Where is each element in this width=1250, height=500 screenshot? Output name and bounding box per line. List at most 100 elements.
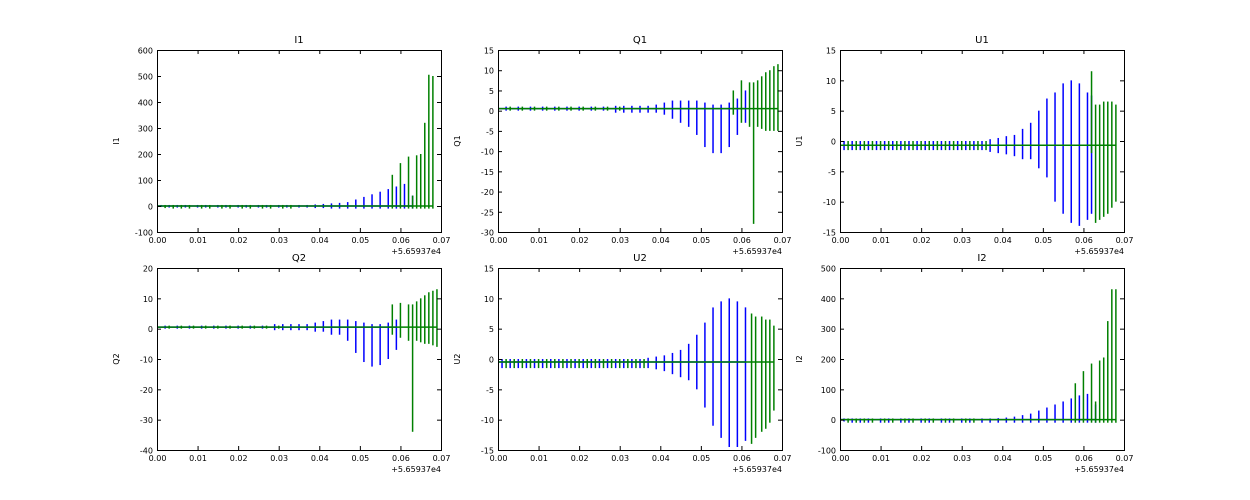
x-tick-label: 0.05 <box>351 454 369 463</box>
y-tick-label: 10 <box>826 77 836 86</box>
y-axis-label: I1 <box>112 137 121 144</box>
plot-area <box>498 64 779 224</box>
y-tick-label: -10 <box>823 198 836 207</box>
x-tick-label: 0.06 <box>1075 236 1093 245</box>
subplot-u2: 0.00 0.01 0.02 0.03 0.04 0.05 0.06 0.07 -15 -10 -5… <box>453 253 791 474</box>
y-tick-label: -30 <box>481 229 494 238</box>
subplot-i1: 0.00 0.01 0.02 0.03 0.04 0.05 0.06 0.07 -100 0 100… <box>112 35 450 256</box>
x-tick-label: 0.01 <box>530 236 548 245</box>
plot-area <box>157 289 438 432</box>
x-offset-label: +5.65937e4 <box>1074 465 1124 474</box>
y-tick-label: 0 <box>831 416 836 425</box>
y-tick-label: 500 <box>138 73 153 82</box>
x-tick-label: 0.05 <box>692 454 710 463</box>
x-tick-label: 0.07 <box>774 454 792 463</box>
y-tick-label: -5 <box>828 168 836 177</box>
y-tick-label: 20 <box>143 265 153 274</box>
plot-area <box>157 74 434 209</box>
x-tick-label: 0.02 <box>913 454 931 463</box>
x-tick-label: 0.07 <box>433 236 451 245</box>
x-tick-label: 0.02 <box>571 454 589 463</box>
axes-frame <box>498 50 783 233</box>
plot-title: Q2 <box>292 253 306 264</box>
y-tick-label: -20 <box>481 188 494 197</box>
x-tick-label: 0.06 <box>733 236 751 245</box>
y-tick-label: 10 <box>484 67 494 76</box>
x-tick-label: 0.04 <box>994 454 1012 463</box>
y-tick-label: -10 <box>481 148 494 157</box>
y-tick-label: -100 <box>135 229 153 238</box>
y-tick-label: -30 <box>140 416 153 425</box>
y-axis-label: U2 <box>453 354 462 365</box>
x-tick-label: 0.00 <box>149 454 167 463</box>
y-axis-label: Q1 <box>453 135 462 146</box>
y-tick-label: 0 <box>831 138 836 147</box>
y-tick-label: -5 <box>486 127 494 136</box>
y-tick-label: 10 <box>143 295 153 304</box>
x-tick-label: 0.03 <box>270 236 288 245</box>
y-tick-label: 0 <box>148 325 153 334</box>
x-tick-label: 0.02 <box>230 454 248 463</box>
x-tick-label: 0.04 <box>652 236 670 245</box>
subplot-q2: 0.00 0.01 0.02 0.03 0.04 0.05 0.06 0.07 -40 -30 -2… <box>112 253 450 474</box>
y-tick-label: -15 <box>481 447 494 456</box>
y-tick-label: -40 <box>140 447 153 456</box>
y-tick-label: 15 <box>484 265 494 274</box>
x-tick-label: 0.07 <box>433 454 451 463</box>
y-tick-label: 5 <box>831 107 836 116</box>
x-tick-label: 0.07 <box>1116 454 1134 463</box>
y-tick-label: 15 <box>484 47 494 56</box>
x-offset-label: +5.65937e4 <box>732 247 782 256</box>
y-tick-label: 400 <box>821 295 836 304</box>
x-tick-label: 0.03 <box>953 236 971 245</box>
plot-area <box>498 298 775 447</box>
y-tick-label: -25 <box>481 208 494 217</box>
subplot-i2: 0.00 0.01 0.02 0.03 0.04 0.05 0.06 0.07 -100 0 100… <box>795 253 1133 474</box>
x-tick-label: 0.01 <box>530 454 548 463</box>
y-tick-label: -5 <box>486 386 494 395</box>
x-tick-label: 0.03 <box>611 454 629 463</box>
x-offset-label: +5.65937e4 <box>391 247 441 256</box>
y-tick-label: 10 <box>484 295 494 304</box>
x-tick-label: 0.02 <box>913 236 931 245</box>
x-tick-label: 0.03 <box>270 454 288 463</box>
y-tick-label: 200 <box>821 356 836 365</box>
y-tick-label: 100 <box>821 386 836 395</box>
x-tick-label: 0.04 <box>311 236 329 245</box>
y-tick-label: 15 <box>826 47 836 56</box>
y-tick-label: 500 <box>821 265 836 274</box>
x-tick-label: 0.03 <box>953 454 971 463</box>
y-tick-label: 200 <box>138 151 153 160</box>
x-tick-label: 0.06 <box>1075 454 1093 463</box>
x-tick-label: 0.07 <box>1116 236 1134 245</box>
y-tick-label: 5 <box>489 87 494 96</box>
x-tick-label: 0.00 <box>490 454 508 463</box>
x-tick-label: 0.04 <box>994 236 1012 245</box>
x-offset-label: +5.65937e4 <box>732 465 782 474</box>
x-tick-label: 0.01 <box>189 454 207 463</box>
axes-frame <box>840 268 1125 451</box>
x-tick-label: 0.01 <box>189 236 207 245</box>
y-tick-label: 0 <box>489 107 494 116</box>
x-tick-label: 0.00 <box>149 236 167 245</box>
x-tick-label: 0.00 <box>832 454 850 463</box>
x-tick-label: 0.05 <box>1034 236 1052 245</box>
x-tick-label: 0.00 <box>490 236 508 245</box>
y-tick-label: -10 <box>481 416 494 425</box>
x-tick-label: 0.02 <box>230 236 248 245</box>
y-tick-label: 600 <box>138 47 153 56</box>
plot-title: I1 <box>294 35 303 46</box>
y-tick-label: 100 <box>138 177 153 186</box>
x-tick-label: 0.06 <box>392 454 410 463</box>
x-tick-label: 0.01 <box>872 236 890 245</box>
x-tick-label: 0.02 <box>571 236 589 245</box>
subplot-q1: 0.00 0.01 0.02 0.03 0.04 0.05 0.06 0.07 -30 -25 -2… <box>453 35 791 256</box>
plot-title: U2 <box>633 253 647 264</box>
x-tick-label: 0.05 <box>351 236 369 245</box>
plot-title: Q1 <box>633 35 647 46</box>
y-tick-label: -100 <box>818 447 836 456</box>
y-axis-label: I2 <box>795 355 804 362</box>
x-tick-label: 0.03 <box>611 236 629 245</box>
